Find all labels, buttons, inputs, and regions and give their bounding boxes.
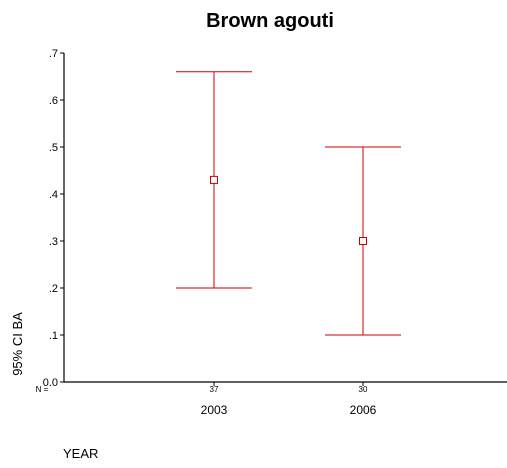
y-tick-label: .6: [49, 95, 58, 107]
mean-marker: [359, 237, 367, 245]
n-value-label: 30: [359, 385, 368, 394]
y-axis-label: 95% CI BA: [10, 312, 25, 376]
chart-title: Brown agouti: [206, 10, 334, 32]
y-tick-label: .5: [49, 142, 58, 154]
y-tick-label: .3: [49, 236, 58, 248]
axes: 0.0 .1 .2 .3 .4 .5 .6 .7 37 2003 30 2006: [43, 48, 507, 417]
x-category-label: 2003: [201, 403, 228, 417]
y-tick-label: .1: [49, 330, 58, 342]
n-label: N =: [36, 385, 49, 394]
x-axis-label: YEAR: [63, 446, 98, 461]
mean-marker: [210, 175, 218, 184]
y-tick-label: .4: [49, 189, 58, 201]
y-tick-label: 0.0: [43, 377, 58, 389]
n-value-label: 37: [210, 385, 219, 394]
x-category-label: 2006: [350, 403, 377, 417]
y-tick-label: .7: [49, 48, 58, 60]
y-tick-label: .2: [49, 283, 58, 295]
chart-marks: [176, 71, 401, 336]
